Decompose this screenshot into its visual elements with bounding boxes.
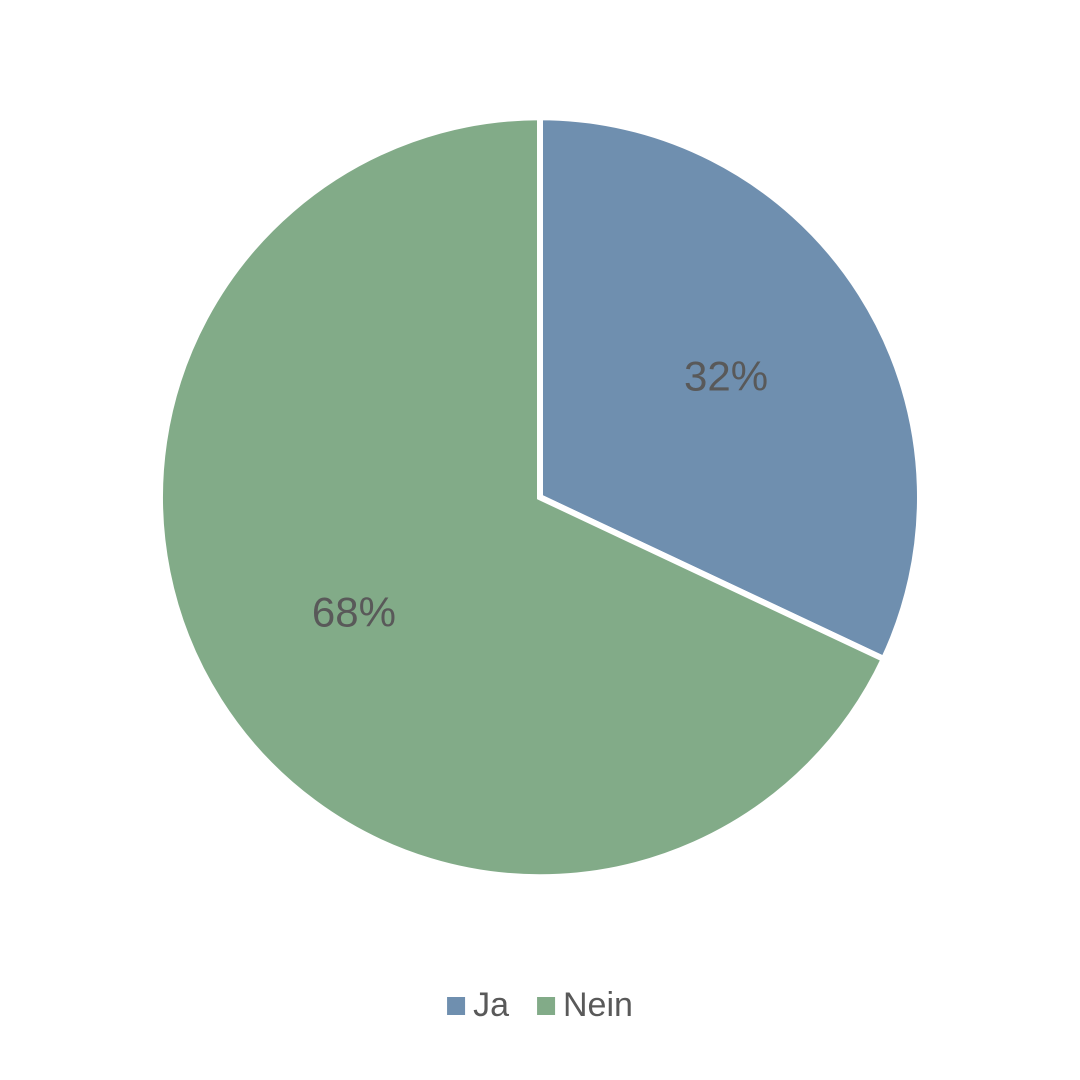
legend-label-ja: Ja <box>473 986 509 1025</box>
legend-label-nein: Nein <box>563 986 633 1025</box>
pie-chart: 32% 68% <box>140 97 940 902</box>
legend-swatch-nein <box>537 997 555 1015</box>
slice-label-ja: 32% <box>684 352 768 399</box>
legend-item-ja: Ja <box>447 986 509 1025</box>
legend-item-nein: Nein <box>537 986 633 1025</box>
legend-swatch-ja <box>447 997 465 1015</box>
slice-label-nein: 68% <box>312 588 396 635</box>
legend: Ja Nein <box>447 986 633 1025</box>
